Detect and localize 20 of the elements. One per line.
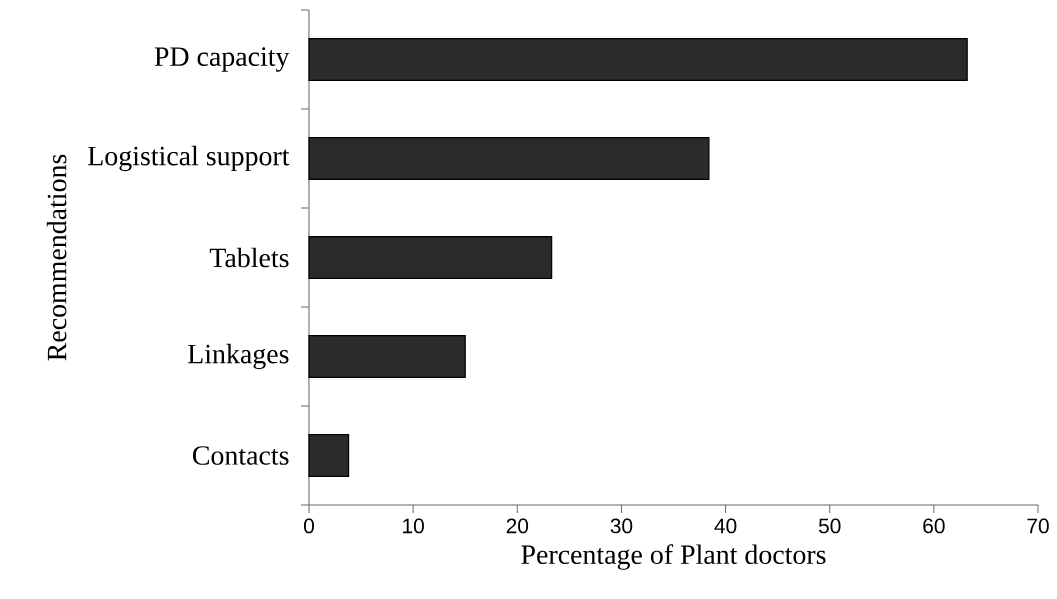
x-tick-label: 50 (818, 518, 841, 534)
y-tick-label: Contacts (192, 446, 289, 465)
x-tick-label: 0 (303, 518, 314, 534)
y-tick-label: Logistical support (88, 145, 290, 172)
y-axis-title: Recommendations (46, 154, 67, 361)
y-tick-label: Linkages (188, 343, 289, 370)
bar (308, 137, 710, 180)
y-tick-label: Tablets (209, 247, 289, 268)
bar (308, 236, 553, 279)
x-tick-label: 70 (1027, 518, 1049, 534)
x-tick-label: 20 (506, 518, 529, 534)
bar (308, 434, 350, 477)
x-tick-label: 60 (923, 518, 945, 534)
bar (308, 335, 466, 378)
y-tick-label: PD capacity (154, 47, 290, 72)
bar (308, 38, 968, 81)
x-tick-label: 30 (610, 518, 633, 534)
x-tick-label: 40 (714, 518, 737, 534)
x-axis-title: Percentage of Plant doctors (521, 544, 826, 570)
x-tick-label: 10 (403, 518, 424, 534)
